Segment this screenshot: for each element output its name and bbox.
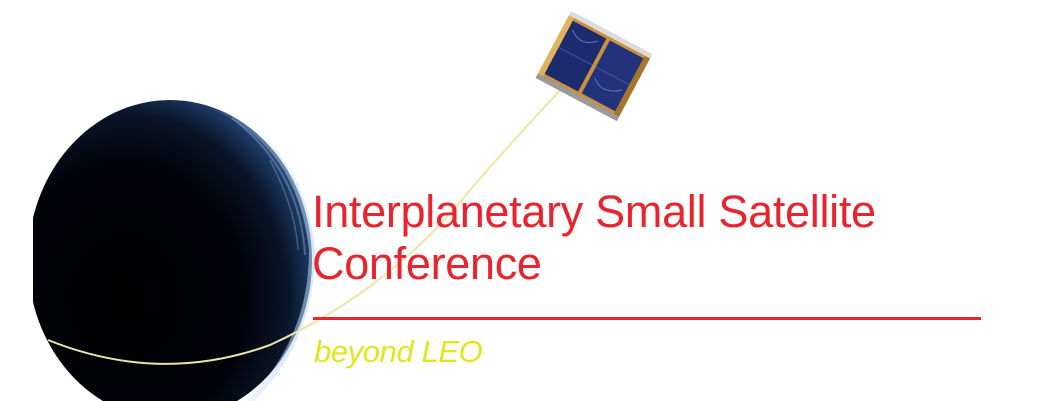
orbit-path-graphic	[47, 69, 581, 365]
planet-crescent-graphic	[33, 100, 316, 401]
title-line-2: Conference	[312, 238, 542, 289]
cubesat-graphic	[535, 10, 653, 122]
conference-title: Interplanetary Small Satellite Conferenc…	[312, 186, 876, 290]
title-underline	[313, 317, 981, 320]
tagline: beyond LEO	[314, 334, 483, 369]
title-line-1: Interplanetary Small Satellite	[312, 186, 876, 237]
